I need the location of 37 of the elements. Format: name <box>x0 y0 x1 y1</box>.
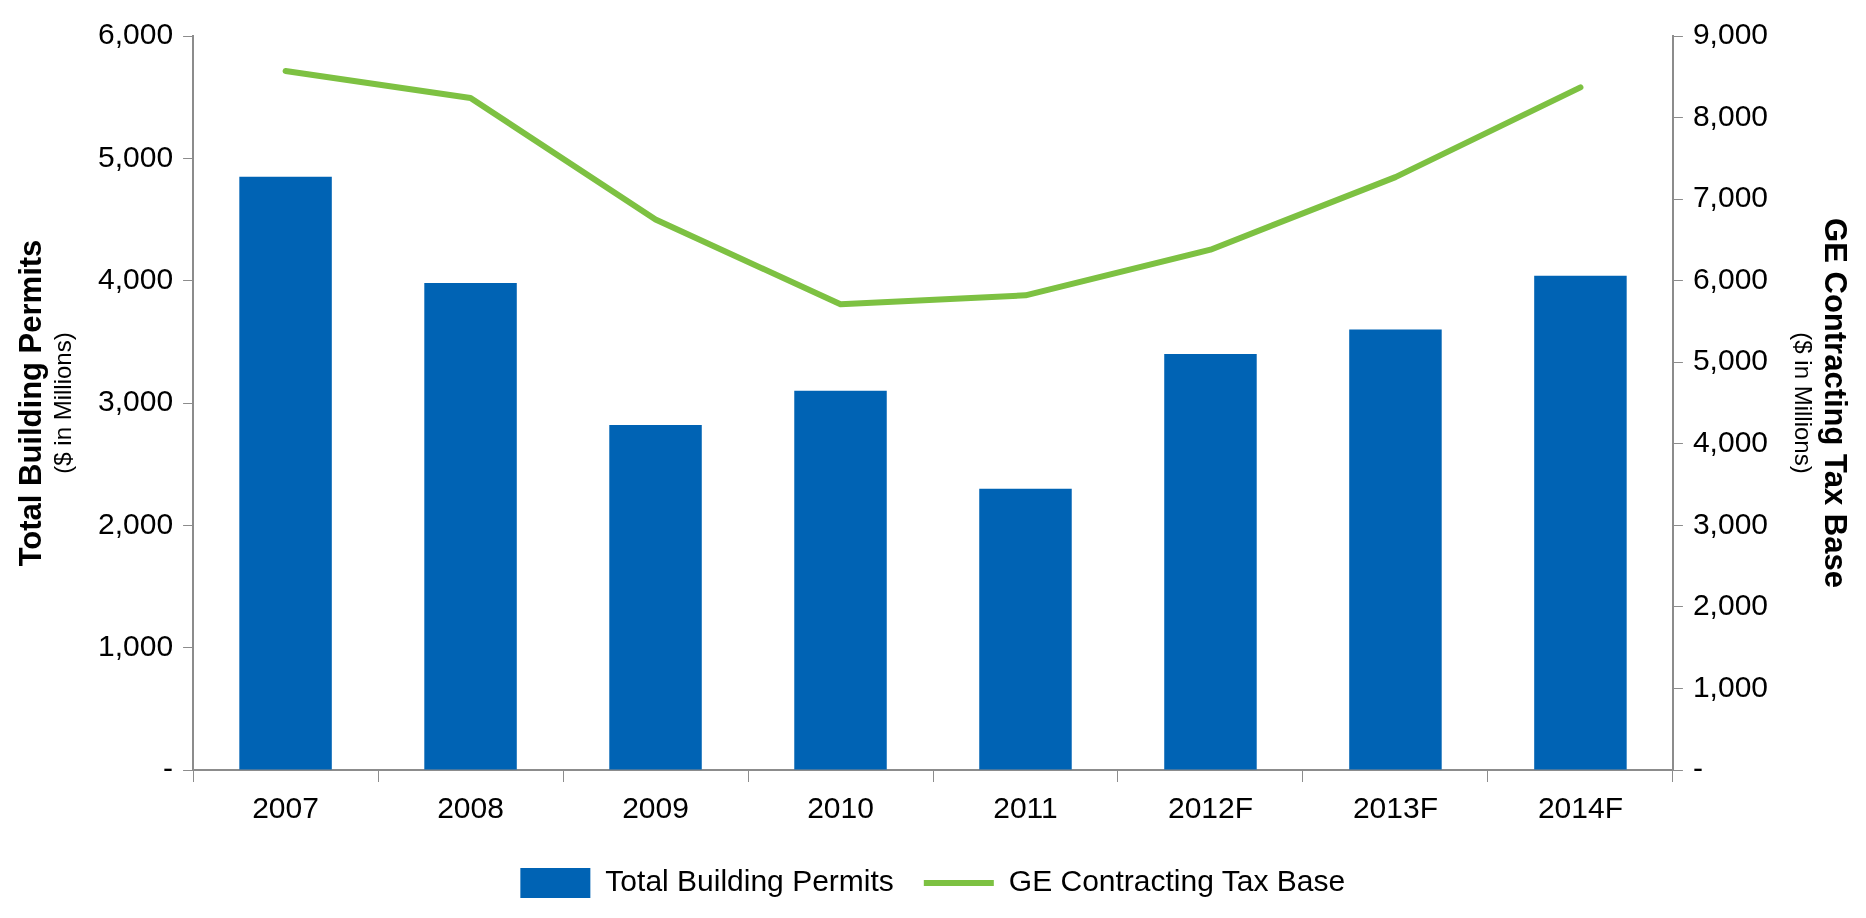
x-tick-label: 2007 <box>252 791 319 825</box>
x-tick-label: 2013F <box>1352 791 1438 825</box>
y2-tick-label: 7,000 <box>1692 180 1768 214</box>
bar <box>424 283 517 770</box>
x-tick-label: 2009 <box>622 791 689 825</box>
legend-label: GE Contracting Tax Base <box>1008 864 1346 898</box>
y-tick-label: 5,000 <box>98 139 174 173</box>
x-tick-label: 2012F <box>1167 791 1254 825</box>
y2-tick-label: 8,000 <box>1692 98 1768 132</box>
y2-tick-label: 9,000 <box>1692 17 1768 51</box>
y-tick-label: 3,000 <box>98 384 174 418</box>
y-tick-label: 2,000 <box>98 506 174 540</box>
bar <box>794 390 887 770</box>
x-tick-label: 2011 <box>993 791 1058 825</box>
y2-axis-title: GE Contracting Tax Base ($ in Millions) <box>1790 218 1854 588</box>
x-tick-label: 2010 <box>807 791 874 825</box>
bar <box>239 176 332 770</box>
y-tick-label: 6,000 <box>98 17 174 51</box>
bar <box>1164 354 1257 770</box>
y2-tick-label: - <box>1692 751 1703 785</box>
legend-label: Total Building Permits <box>605 864 894 898</box>
x-tick-label: 2014F <box>1537 791 1623 825</box>
y2-tick-label: 5,000 <box>1692 343 1768 377</box>
y-tick-label: - <box>163 751 174 785</box>
bar <box>979 488 1072 770</box>
y2-tick-label: 2,000 <box>1692 588 1768 622</box>
bar <box>1349 329 1442 770</box>
y-tick-label: 1,000 <box>98 628 174 662</box>
y2-tick-label: 1,000 <box>1692 669 1768 703</box>
y-tick-label: 4,000 <box>98 261 174 295</box>
bar <box>609 425 702 770</box>
x-tick-label: 2008 <box>437 791 504 825</box>
y2-tick-label: 4,000 <box>1692 425 1768 459</box>
y2-tick-label: 3,000 <box>1692 506 1768 540</box>
y2-tick-label: 6,000 <box>1692 261 1768 295</box>
bar <box>1534 275 1627 770</box>
y-axis-title: Total Building Permits ($ in Millions) <box>12 239 76 567</box>
